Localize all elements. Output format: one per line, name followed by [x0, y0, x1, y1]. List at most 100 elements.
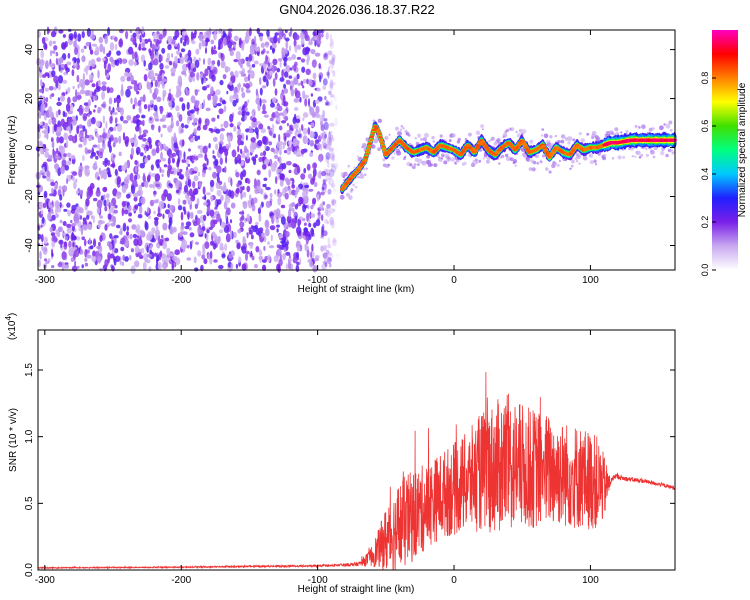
- noise-cell: [174, 55, 179, 64]
- noise-cell: [215, 89, 221, 96]
- noise-cell: [103, 173, 107, 180]
- noise-cell: [127, 218, 133, 223]
- noise-cell: [124, 179, 129, 184]
- noise-cell: [64, 63, 68, 71]
- noise-cell: [37, 140, 44, 148]
- noise-cell: [162, 78, 168, 83]
- ridge-halo: [400, 124, 404, 128]
- colorbar-label: Normalized spectral amplitude: [737, 82, 748, 217]
- noise-cell: [215, 128, 221, 134]
- ridge-halo: [481, 128, 484, 131]
- noise-cell: [221, 253, 226, 258]
- noise-cell: [198, 181, 202, 188]
- noise-cell: [324, 207, 329, 217]
- noise-cell: [125, 88, 131, 98]
- colorbar: 0.00.20.40.60.8 Normalized spectral ampl…: [700, 30, 748, 276]
- noise-cell: [219, 143, 223, 152]
- ridge-halo: [548, 170, 552, 174]
- noise-cell: [328, 90, 332, 96]
- noise-cell: [52, 125, 55, 134]
- noise-cell: [97, 79, 101, 88]
- noise-cell: [327, 161, 330, 168]
- noise-cell: [237, 134, 243, 140]
- noise-cell: [121, 184, 127, 194]
- noise-cell: [41, 216, 45, 224]
- noise-cell: [39, 201, 44, 210]
- noise-cell: [80, 226, 84, 236]
- noise-cell: [315, 105, 320, 114]
- noise-cell: [262, 103, 266, 112]
- noise-cell: [60, 118, 65, 128]
- noise-cell: [255, 97, 261, 105]
- noise-cell: [190, 211, 194, 220]
- noise-cell: [81, 30, 85, 39]
- noise-cell: [251, 234, 254, 240]
- noise-cell: [206, 205, 211, 214]
- noise-cell: [112, 142, 116, 148]
- y-tick-label: 0.5: [24, 496, 35, 510]
- noise-cell: [152, 32, 158, 40]
- noise-cell: [332, 70, 336, 78]
- noise-cell: [72, 176, 75, 182]
- noise-cell: [108, 242, 113, 251]
- noise-cell: [315, 219, 321, 227]
- noise-cell: [38, 131, 41, 139]
- noise-cell: [71, 135, 78, 144]
- noise-cell: [155, 146, 160, 154]
- noise-cell: [217, 199, 222, 205]
- noise-cell: [102, 132, 107, 139]
- noise-cell: [190, 95, 196, 104]
- noise-cell: [39, 82, 43, 87]
- noise-cell: [260, 42, 265, 49]
- noise-cell: [177, 42, 180, 52]
- noise-cell: [295, 186, 300, 193]
- noise-cell: [304, 34, 310, 41]
- noise-cell: [71, 204, 77, 211]
- noise-cell: [300, 38, 305, 45]
- noise-cell: [48, 86, 54, 91]
- noise-cell: [296, 166, 301, 174]
- noise-cell: [212, 150, 215, 155]
- noise-cell: [202, 86, 207, 91]
- noise-cell: [201, 254, 206, 260]
- noise-cell: [135, 125, 140, 132]
- noise-cell: [302, 190, 308, 199]
- noise-cell: [45, 43, 48, 50]
- noise-cell: [286, 122, 289, 127]
- noise-cell: [134, 51, 138, 59]
- noise-cell: [228, 189, 232, 198]
- ridge-halo: [650, 149, 655, 155]
- noise-cell: [44, 87, 49, 92]
- noise-cell: [81, 236, 85, 241]
- noise-cell: [205, 107, 211, 112]
- ridge-halo: [474, 158, 478, 162]
- noise-cell: [322, 201, 325, 206]
- ridge-cell: [377, 133, 382, 136]
- ridge-halo: [450, 157, 455, 162]
- noise-cell: [214, 200, 217, 206]
- ridge-halo: [377, 118, 382, 124]
- noise-cell: [328, 139, 332, 143]
- noise-cell: [84, 105, 89, 113]
- noise-cell: [43, 190, 48, 198]
- noise-cell: [63, 153, 68, 157]
- noise-cell: [296, 56, 302, 60]
- noise-cell: [272, 47, 275, 54]
- noise-cell: [285, 251, 291, 256]
- ridge-halo: [409, 163, 413, 167]
- colorbar-tick-label: 0.0: [700, 264, 710, 277]
- ridge-halo: [441, 153, 445, 158]
- noise-cell: [86, 149, 92, 154]
- noise-cell: [224, 148, 229, 157]
- noise-cell: [70, 257, 75, 262]
- noise-cell: [113, 126, 117, 132]
- noise-cell: [148, 144, 152, 149]
- noise-cell: [303, 227, 309, 233]
- noise-cell: [175, 179, 181, 185]
- noise-cell: [171, 120, 174, 127]
- ridge-halo: [669, 128, 673, 132]
- noise-cell: [295, 251, 300, 259]
- noise-cell: [262, 163, 267, 170]
- noise-cell: [128, 59, 134, 66]
- noise-cell: [281, 240, 287, 248]
